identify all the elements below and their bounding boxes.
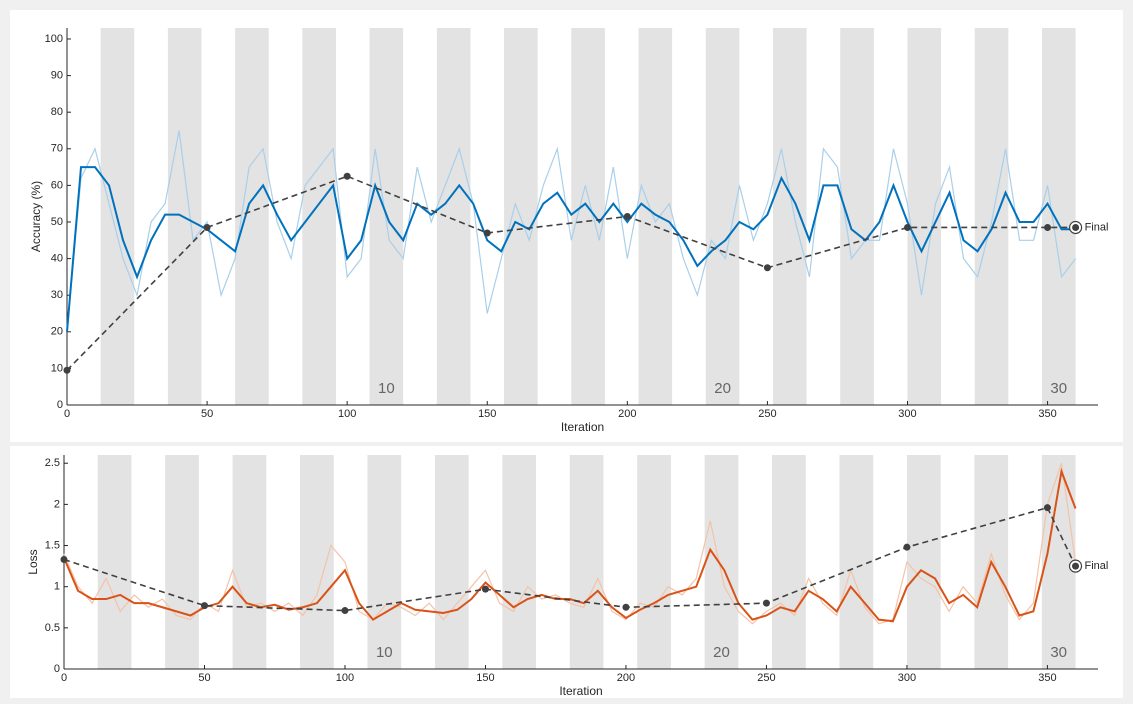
epoch-band [571,28,605,405]
y-tick-label: 40 [51,252,63,264]
y-tick-label: 50 [51,216,63,228]
epoch-label: 20 [713,644,730,661]
validation-point [203,223,211,231]
epoch-band [840,28,874,405]
epoch-label: 10 [378,380,395,397]
x-axis-label: Iteration [561,420,604,434]
epoch-band [235,28,269,405]
final-label: Final [1085,221,1109,233]
validation-point [762,599,770,607]
y-tick-label: 1 [54,581,60,593]
x-tick-label: 200 [618,408,636,420]
validation-point [481,585,489,593]
x-tick-label: 150 [476,672,494,684]
x-tick-label: 0 [64,408,70,420]
y-tick-label: 70 [51,143,63,155]
x-tick-label: 350 [1038,408,1056,420]
validation-point [1044,223,1052,231]
epoch-band [165,455,199,669]
y-tick-label: 1.5 [45,539,60,551]
final-point [1072,223,1080,231]
smoothed-line [63,467,1077,623]
epoch-band [434,455,469,669]
epoch-band [907,28,942,405]
y-tick-label: 2 [54,498,60,510]
epoch-band [232,455,267,669]
epoch-band [367,455,402,669]
epoch-band [97,455,132,669]
validation-point [343,172,351,180]
epoch-label: 20 [714,380,731,397]
epoch-band [300,455,334,669]
final-label: Final [1085,560,1109,572]
x-tick-label: 250 [758,408,776,420]
y-tick-label: 80 [51,106,63,118]
epoch-band [569,455,604,669]
x-tick-label: 300 [898,408,916,420]
x-tick-label: 350 [1038,672,1056,684]
raw-line [66,130,1077,332]
epoch-band [705,28,740,405]
x-tick-label: 50 [201,408,213,420]
epoch-band [302,28,336,405]
y-tick-label: 60 [51,179,63,191]
validation-point [63,366,71,374]
validation-point [200,602,208,610]
validation-point [903,223,911,231]
epoch-band [638,28,673,405]
x-tick-label: 250 [757,672,775,684]
epoch-band [906,455,941,669]
y-tick-label: 2.5 [45,457,60,469]
raw-line [63,463,1077,625]
x-tick-label: 300 [898,672,916,684]
validation-point [623,213,631,220]
epoch-band [704,455,739,669]
epoch-label: 30 [1050,380,1067,397]
y-tick-label: 0.5 [45,622,60,634]
x-tick-label: 50 [198,672,210,684]
epoch-band [773,28,807,405]
validation-point [341,607,349,615]
y-tick-label: 0 [57,399,63,411]
epoch-band [637,455,671,669]
x-axis-label: Iteration [559,684,602,698]
y-tick-label: 30 [51,289,63,301]
validation-point [1043,504,1051,512]
y-tick-label: 100 [45,33,63,45]
validation-point [622,603,630,611]
x-tick-label: 150 [478,408,496,420]
validation-point [483,229,491,237]
epoch-band [502,455,537,669]
y-axis-label: Loss [26,549,40,574]
y-tick-label: 20 [51,326,63,338]
epoch-band [436,28,471,405]
validation-point [60,556,68,564]
epoch-band [504,28,538,405]
y-tick-label: 10 [51,362,63,374]
x-tick-label: 200 [617,672,635,684]
epoch-band [974,28,1009,405]
x-tick-label: 0 [61,672,67,684]
final-point [1072,562,1080,570]
epoch-band [772,455,806,669]
y-tick-label: 90 [51,69,63,81]
validation-point [763,264,771,272]
epoch-band [1041,28,1076,405]
epoch-label: 10 [376,644,393,661]
y-tick-label: 0 [54,663,60,675]
x-tick-label: 100 [338,408,356,420]
y-axis-label: Accuracy (%) [29,181,43,252]
x-tick-label: 100 [336,672,354,684]
validation-point [903,543,911,551]
epoch-label: 30 [1050,644,1067,661]
smoothed-line [66,166,1076,332]
